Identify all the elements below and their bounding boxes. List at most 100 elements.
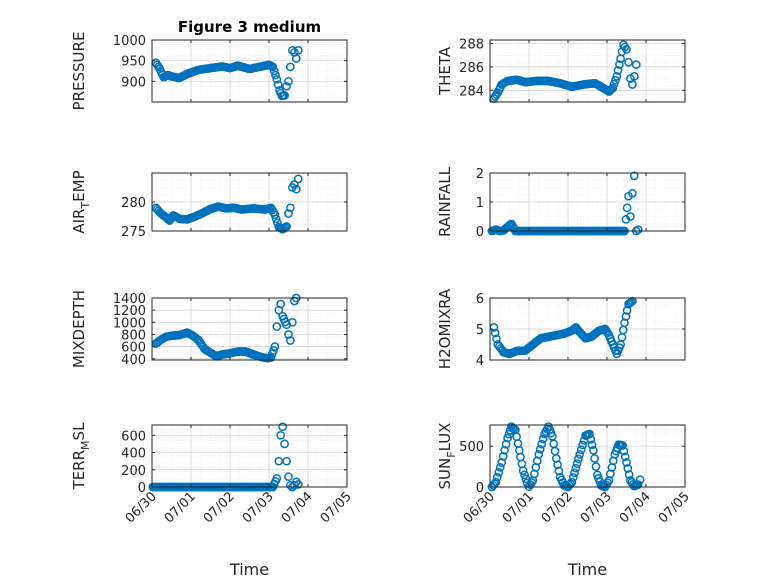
data-point: [587, 440, 597, 450]
y-tick-label: 1000: [113, 316, 146, 331]
data-point: [278, 422, 287, 432]
data-point: [272, 74, 282, 84]
x-tick-label: 07/03: [578, 489, 615, 526]
data-point: [504, 429, 514, 439]
data-point: [631, 60, 641, 69]
data-point: [571, 463, 581, 473]
subplot-1: 900 950 1000 PRESSURE Figure 3 medium: [70, 18, 348, 110]
data-point: [270, 342, 280, 351]
y-tick-label: 0: [476, 481, 484, 496]
y-tick-label: 5: [476, 323, 484, 338]
series-markers: [151, 45, 303, 101]
data-point: [494, 467, 504, 477]
y-tick-label: 0: [476, 225, 484, 240]
data-point: [284, 76, 293, 86]
series-markers: [151, 174, 303, 234]
y-axis-label: H2OMIXRA: [436, 288, 454, 369]
data-point: [492, 334, 501, 344]
y-tick-label: 1: [476, 196, 484, 211]
chart-title: Figure 3 medium: [178, 18, 321, 36]
y-tick-label: 288: [459, 38, 484, 53]
axes-box: [151, 297, 348, 361]
data-point: [271, 70, 280, 80]
y-axis-label: THETA: [436, 46, 454, 96]
data-point: [291, 54, 301, 63]
data-point: [282, 81, 291, 91]
y-tick-label: 1400: [113, 292, 146, 307]
data-point: [288, 45, 297, 55]
data-point: [288, 317, 297, 327]
data-point: [624, 470, 634, 479]
y-tick-label: 286: [459, 61, 484, 76]
data-point: [280, 91, 289, 100]
x-tick-label: 07/04: [279, 489, 316, 526]
y-tick-label: 200: [121, 464, 146, 479]
y-axis-label: RAINFALL: [436, 166, 454, 237]
data-point: [629, 71, 639, 81]
data-point: [615, 60, 624, 69]
y-tick-label: 6: [476, 292, 484, 307]
x-tick-label: 07/02: [539, 489, 576, 526]
data-point: [623, 464, 633, 473]
data-point: [537, 439, 547, 449]
data-point: [490, 328, 500, 338]
series-markers: [489, 296, 637, 359]
data-point: [554, 466, 564, 476]
x-tick-label: 07/01: [500, 489, 537, 526]
y-tick-label: 0: [138, 481, 146, 496]
data-point: [291, 184, 301, 194]
data-point: [585, 429, 594, 439]
y-axis-label: MIXDEPTH: [70, 290, 88, 368]
y-tick-label: 400: [121, 447, 146, 462]
y-axis-label: SUNFLUX: [436, 423, 458, 490]
axes-box: [489, 39, 686, 103]
data-point: [518, 466, 528, 476]
data-point: [578, 440, 587, 450]
subplot-6: 4 5 6 H2OMIXRA: [436, 288, 686, 369]
data-point: [618, 441, 627, 450]
y-tick-label: 400: [121, 353, 146, 368]
data-point: [608, 83, 618, 93]
data-point: [622, 458, 631, 467]
data-point: [611, 75, 620, 85]
data-point: [534, 450, 544, 459]
y-tick-label: 900: [121, 75, 146, 90]
y-axis-label: AIRTEMP: [70, 170, 92, 233]
data-point: [498, 452, 508, 461]
y-tick-label: 500: [459, 440, 484, 455]
data-point: [613, 66, 623, 75]
data-point: [282, 222, 291, 231]
data-point: [492, 472, 502, 482]
x-tick-label: 07/05: [318, 489, 355, 526]
data-point: [586, 435, 596, 444]
subplot-2: 284 286 288 THETA: [436, 38, 686, 103]
y-tick-label: 280: [121, 196, 146, 211]
data-point: [605, 85, 615, 95]
data-point: [574, 454, 583, 464]
x-tick-label: 07/05: [656, 489, 693, 526]
grid: [489, 425, 686, 488]
data-point: [621, 312, 631, 321]
data-point: [269, 345, 278, 355]
data-point: [538, 434, 548, 444]
data-point: [495, 463, 505, 472]
data-point: [286, 203, 295, 213]
y-tick-label: 1200: [113, 304, 146, 319]
data-point: [633, 480, 643, 489]
axes-box: [489, 424, 686, 488]
data-point: [628, 80, 637, 89]
data-point: [286, 62, 295, 72]
data-point: [619, 446, 629, 456]
axes-box: [151, 424, 348, 488]
data-point: [280, 439, 289, 449]
data-point: [273, 80, 283, 90]
data-point: [508, 423, 518, 433]
data-point: [500, 445, 509, 455]
data-point: [622, 306, 632, 315]
data-point: [293, 174, 303, 184]
y-tick-label: 2: [476, 167, 484, 182]
data-point: [293, 45, 303, 55]
data-point: [271, 214, 281, 224]
